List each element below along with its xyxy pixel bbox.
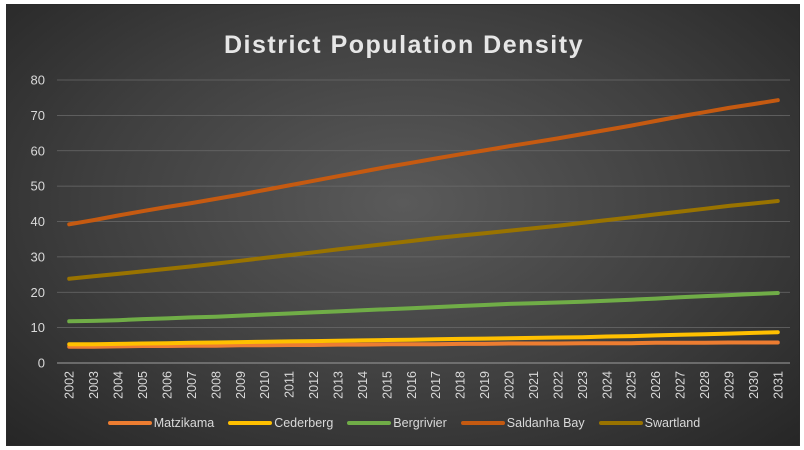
legend-item-swartland: Swartland bbox=[598, 416, 701, 430]
x-tick-label: 2012 bbox=[307, 371, 321, 399]
y-tick-label: 10 bbox=[31, 320, 45, 335]
legend: Matzikama Cederberg Bergrivier Saldanha Bay… bbox=[7, 411, 801, 435]
x-tick-label: 2014 bbox=[356, 371, 370, 399]
x-axis: 2002 2003 2004 2005 2006 2007 2008 2009 2010 2011… bbox=[63, 371, 786, 399]
x-tick-label: 2016 bbox=[405, 371, 419, 399]
x-tick-label: 2023 bbox=[576, 371, 590, 399]
legend-item-bergrivier: Bergrivier bbox=[347, 416, 447, 430]
x-tick-label: 2021 bbox=[527, 371, 541, 399]
series-lines bbox=[67, 98, 780, 349]
x-tick-label: 2026 bbox=[649, 371, 663, 399]
chart-area: District Population Density 0 10 20 30 40 50 6… bbox=[6, 4, 800, 446]
x-tick-label: 2008 bbox=[209, 371, 223, 399]
x-tick-label: 2018 bbox=[454, 371, 468, 399]
x-tick-label: 2011 bbox=[283, 371, 297, 398]
x-tick-label: 2020 bbox=[503, 371, 517, 399]
series-line-bergrivier bbox=[67, 291, 780, 324]
legend-label: Cederberg bbox=[274, 416, 334, 430]
legend-label: Swartland bbox=[644, 416, 701, 430]
x-tick-label: 2009 bbox=[234, 371, 248, 399]
legend-swatch bbox=[598, 421, 643, 425]
legend-swatch bbox=[460, 421, 505, 425]
y-tick-label: 70 bbox=[31, 108, 45, 123]
y-tick-label: 50 bbox=[31, 179, 45, 194]
y-tick-label: 80 bbox=[31, 73, 45, 88]
x-tick-label: 2005 bbox=[136, 371, 150, 399]
x-tick-label: 2030 bbox=[747, 371, 761, 399]
chart-title: District Population Density bbox=[224, 31, 584, 59]
series-line-saldanha-bay bbox=[67, 98, 780, 227]
legend-label: Bergrivier bbox=[393, 416, 447, 430]
x-tick-label: 2010 bbox=[258, 371, 272, 399]
x-tick-label: 2031 bbox=[771, 371, 785, 399]
legend-label: Saldanha Bay bbox=[506, 416, 585, 430]
x-tick-label: 2015 bbox=[380, 371, 394, 399]
x-tick-label: 2006 bbox=[160, 371, 174, 399]
x-tick-label: 2022 bbox=[551, 371, 565, 399]
x-tick-label: 2024 bbox=[600, 371, 614, 399]
legend-item-cederberg: Cederberg bbox=[228, 416, 333, 430]
x-tick-label: 2029 bbox=[722, 371, 736, 399]
legend-swatch bbox=[228, 421, 273, 425]
x-tick-label: 2013 bbox=[331, 371, 345, 399]
y-axis: 0 10 20 30 40 50 60 70 80 bbox=[31, 73, 45, 371]
legend-swatch bbox=[107, 421, 152, 425]
y-tick-label: 30 bbox=[31, 249, 45, 264]
x-tick-label: 2019 bbox=[478, 371, 492, 399]
legend-label: Matzikama bbox=[153, 416, 215, 430]
x-tick-label: 2007 bbox=[185, 371, 199, 399]
legend-swatch bbox=[347, 421, 392, 425]
x-tick-label: 2002 bbox=[63, 371, 77, 399]
legend-item-saldanha-bay: Saldanha Bay bbox=[460, 416, 585, 430]
x-tick-label: 2003 bbox=[87, 371, 101, 399]
series-line-cederberg bbox=[67, 330, 780, 347]
y-tick-label: 20 bbox=[31, 285, 45, 300]
x-tick-label: 2025 bbox=[625, 371, 639, 399]
gridlines bbox=[57, 79, 790, 364]
x-tick-label: 2004 bbox=[112, 371, 126, 399]
series-line-swartland bbox=[67, 199, 780, 281]
y-tick-label: 40 bbox=[31, 214, 45, 229]
x-tick-label: 2027 bbox=[674, 371, 688, 399]
x-tick-label: 2028 bbox=[698, 371, 712, 399]
y-tick-label: 60 bbox=[31, 143, 45, 158]
x-tick-label: 2017 bbox=[429, 371, 443, 399]
legend-item-matzikama: Matzikama bbox=[107, 416, 215, 430]
y-tick-label: 0 bbox=[38, 356, 45, 371]
series-line-matzikama bbox=[67, 340, 780, 349]
